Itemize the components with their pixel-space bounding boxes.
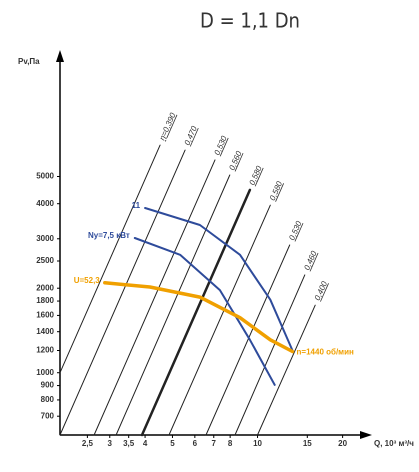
x-tick-label: 8 [228,439,233,448]
x-tick-label: 7 [212,439,217,448]
efficiency-label: 0,400 [313,279,330,301]
efficiency-line [140,188,252,437]
x-tick-label: 6 [193,439,198,448]
y-axis-arrow [56,50,64,62]
efficiency-label: 0,470 [183,124,200,146]
efficiency-line [205,244,291,436]
performance-curve [144,207,294,352]
efficiency-line [59,144,161,374]
x-tick-label: 4 [143,439,148,448]
efficiency-line [234,274,306,436]
y-tick-label: 2000 [36,283,54,292]
chart-title: D = 1,1 Dn [200,9,300,33]
efficiency-line [115,174,231,436]
efficiency-line [93,159,216,436]
efficiency-line [168,204,271,436]
x-tick-label: 10 [253,439,262,448]
efficiency-label: 0,580 [268,179,285,201]
x-tick-label: 20 [338,439,347,448]
y-tick-label: 1400 [36,327,54,336]
y-tick-label: 1800 [36,296,54,305]
y-tick-label: 1000 [36,368,54,377]
y-tick-label: 1600 [36,311,54,320]
x-tick-label: 15 [303,439,312,448]
performance-curve [103,281,295,354]
efficiency-line [257,304,316,436]
y-tick-label: 2500 [36,256,54,265]
efficiency-label: η=0,390 [158,111,178,142]
efficiency-label: 0,580 [247,164,264,186]
curve-label: Ny=7,5 кВт [88,231,130,240]
x-tick-label: 2,5 [82,439,94,448]
y-axis-label: Pv,Па [18,57,40,66]
y-tick-label: 1200 [36,346,54,355]
y-tick-label: 5000 [36,172,54,181]
x-tick-label: 3 [108,439,113,448]
efficiency-label: 0,460 [302,249,318,271]
y-tick-label: 700 [41,411,55,420]
curve-label: U=52,3 [74,276,101,285]
efficiency-label: 0,530 [213,134,230,156]
curve-label: 11 [132,201,141,210]
performance-curve [133,237,276,386]
y-tick-label: 800 [41,395,55,404]
efficiency-label: 0,530 [287,219,304,241]
efficiency-line [59,149,186,436]
y-tick-label: 900 [41,381,55,390]
x-axis-label: Q, 10³ м³/ч [374,439,414,448]
x-tick-label: 3,5 [123,439,135,448]
y-tick-label: 4000 [36,199,54,208]
speed-annotation: n=1440 об/мин [297,348,354,357]
x-tick-label: 5 [170,439,175,448]
y-tick-label: 3000 [36,234,54,243]
efficiency-label: 0,560 [227,149,243,171]
x-axis-arrow [360,431,372,439]
